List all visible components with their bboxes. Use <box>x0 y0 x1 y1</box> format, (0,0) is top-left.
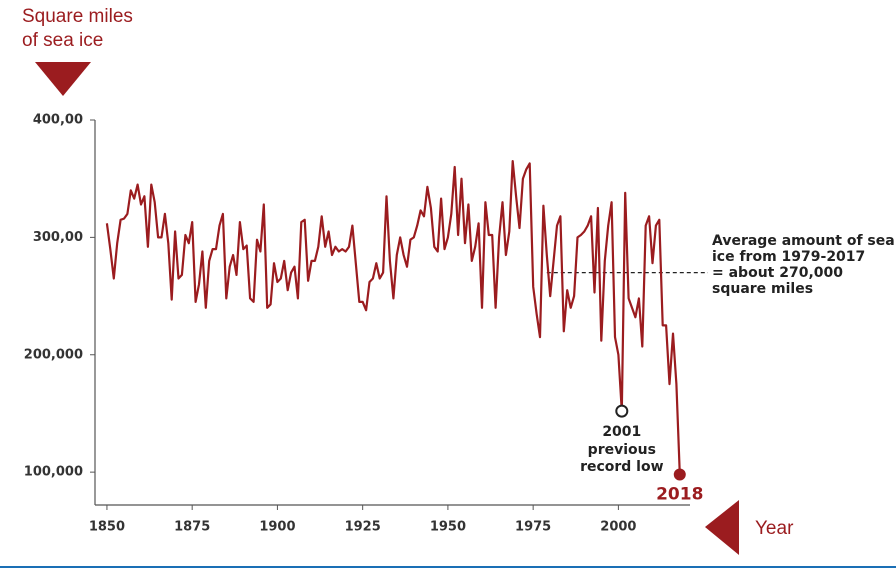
record-low-text: previous <box>588 442 656 458</box>
latest-marker <box>673 468 686 481</box>
x-tick-label: 1900 <box>259 520 295 535</box>
arrow-icon <box>35 62 91 96</box>
y-axis-label: Square miles <box>22 6 133 27</box>
latest-label: 2018 <box>656 484 703 504</box>
annotation: ice from 1979-2017 <box>712 249 865 265</box>
arrow-icon <box>705 500 739 555</box>
x-tick-label: 1875 <box>174 520 210 535</box>
record-low-marker <box>615 404 629 418</box>
y-axis-label: of sea ice <box>22 30 103 51</box>
annotation: = about 270,000 <box>712 265 843 281</box>
annotation: Average amount of sea <box>712 233 895 249</box>
record-low-label: 2001 <box>602 424 641 440</box>
y-tick-label: 100,000 <box>24 465 83 480</box>
sea-ice-line <box>105 160 681 475</box>
x-tick-label: 1925 <box>345 520 381 535</box>
y-tick-label: 400,00 <box>33 113 83 128</box>
annotation: square miles <box>712 281 813 297</box>
y-tick-label: 300,00 <box>33 230 83 245</box>
x-tick-label: 1975 <box>515 520 551 535</box>
y-tick-label: 200,000 <box>24 347 83 362</box>
x-tick-label: 1850 <box>89 520 125 535</box>
x-axis-label: Year <box>755 518 794 539</box>
x-tick-label: 1950 <box>430 520 466 535</box>
record-low-text: record low <box>580 459 664 475</box>
x-tick-label: 2000 <box>600 520 636 535</box>
